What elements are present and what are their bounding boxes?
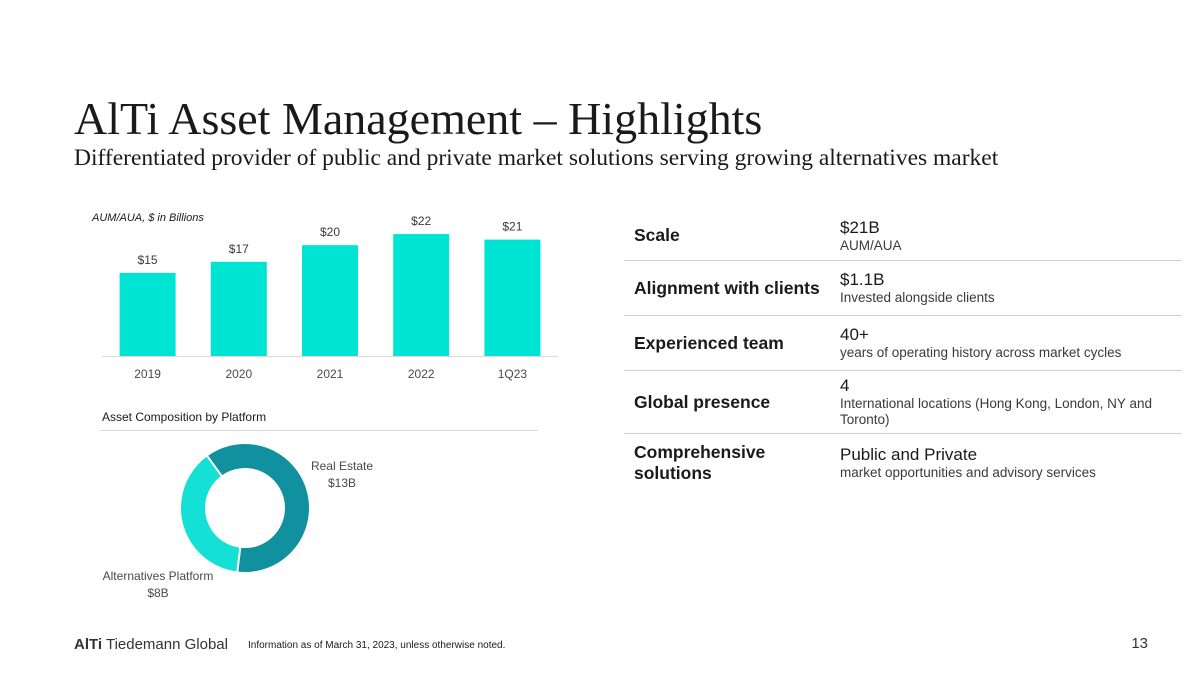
highlight-value-block: 40+ years of operating history across ma… (840, 325, 1182, 361)
aum-bar-chart: AUM/AUA, $ in Billions $15 2019 $17 2020 $20 2… (91, 212, 558, 381)
slice-name-label: Alternatives Platform (103, 569, 214, 583)
highlight-value: $1.1B (840, 270, 885, 289)
slice-separator (205, 454, 223, 478)
slice-value-label: $8B (147, 586, 168, 600)
company-logo: AlTi Tiedemann Global (74, 636, 228, 653)
footnote: Information as of March 31, 2023, unless… (248, 640, 506, 651)
bar-2020 (210, 261, 267, 356)
slice-name-label: Real Estate (311, 459, 373, 473)
bar-value-label: $21 (502, 220, 522, 234)
highlight-row-scale: Scale $21B AUM/AUA (624, 211, 1182, 261)
donut-chart-title: Asset Composition by Platform (102, 410, 266, 424)
x-tick-label: 2019 (134, 367, 161, 381)
highlight-row-alignment: Alignment with clients $1.1B Invested al… (624, 261, 1182, 316)
highlight-value: 40+ (840, 325, 869, 344)
highlight-label: Experienced team (634, 332, 784, 353)
highlight-row-global: Global presence 4 International location… (624, 371, 1182, 434)
logo-bold: AlTi (74, 636, 103, 653)
page-number: 13 (1131, 635, 1148, 652)
highlight-detail: AUM/AUA (840, 237, 902, 253)
x-tick-label: 2021 (317, 367, 344, 381)
page-title: AlTi Asset Management – Highlights (74, 93, 763, 144)
highlight-label: Alignment with clients (634, 277, 820, 298)
bar-1Q23 (484, 239, 541, 356)
x-tick-label: 2020 (225, 367, 252, 381)
x-tick-label: 2022 (408, 367, 435, 381)
highlight-detail: market opportunities and advisory servic… (840, 465, 1096, 480)
bar-chart-title: AUM/AUA, $ in Billions (91, 212, 204, 224)
bar-value-label: $22 (411, 214, 431, 228)
highlight-row-team: Experienced team 40+ years of operating … (624, 316, 1182, 371)
highlight-value: Public and Private (840, 445, 978, 464)
bar-2019 (119, 272, 176, 356)
highlight-value-block: 4 International locations (Hong Kong, Lo… (840, 376, 1182, 428)
bar-value-label: $15 (138, 253, 158, 267)
highlight-value: $21B (840, 217, 880, 237)
slice-separator (236, 546, 242, 573)
slice-value-label: $13B (328, 476, 356, 490)
bar-2021 (302, 245, 358, 356)
highlight-label: Scale (634, 225, 680, 245)
bar-value-label: $17 (229, 242, 249, 256)
highlight-value-block: $1.1B Invested alongside clients (840, 270, 1182, 306)
highlight-label: Global presence (634, 391, 771, 412)
bar-value-label: $20 (320, 225, 340, 239)
highlight-value: 4 (840, 376, 850, 395)
logo-rest: Tiedemann Global (102, 636, 228, 653)
x-tick-label: 1Q23 (498, 367, 528, 381)
highlight-value-block: $21B AUM/AUA (840, 218, 1182, 254)
asset-composition-donut-chart: Asset Composition by Platform Real Estate… (100, 410, 538, 600)
bar-2022 (393, 234, 450, 356)
highlight-detail: years of operating history across market… (840, 345, 1122, 360)
highlight-row-solutions: Comprehensive solutions Public and Priva… (624, 434, 1182, 492)
highlights-table: Scale $21B AUM/AUA Alignment with client… (624, 211, 1182, 492)
highlight-value-block: Public and Private market opportunities … (840, 445, 1182, 481)
highlight-detail: International locations (Hong Kong, Lond… (840, 396, 1152, 427)
page-subtitle: Differentiated provider of public and pr… (74, 145, 999, 171)
highlight-label: Comprehensive solutions (634, 442, 766, 483)
highlight-detail: Invested alongside clients (840, 290, 995, 305)
